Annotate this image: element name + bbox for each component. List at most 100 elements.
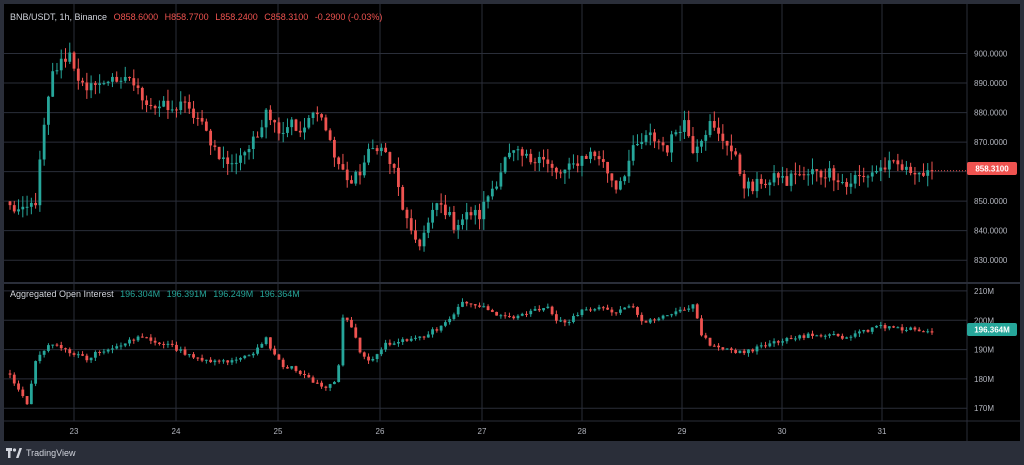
price-candle-body — [798, 174, 802, 176]
price-candle-body — [140, 87, 144, 101]
oi-candle-body — [294, 366, 298, 371]
price-candle-body — [157, 106, 161, 109]
oi-candle-body — [443, 322, 447, 326]
price-candle-body — [559, 172, 563, 174]
price-candle-body — [439, 203, 443, 205]
oi-badge: 196.364M — [967, 323, 1017, 336]
oi-candle-body — [499, 315, 503, 317]
price-candle-body — [887, 160, 891, 170]
date-tick-label: 29 — [678, 427, 687, 436]
oi-candle-body — [106, 349, 110, 352]
price-candle-body — [431, 209, 434, 223]
price-candle-body — [717, 127, 720, 134]
oi-tick-label: 210M — [974, 287, 994, 296]
price-candle-body — [828, 168, 831, 178]
oi-candle-body — [486, 306, 490, 311]
oi-candle-body — [883, 325, 887, 329]
price-candle-body — [529, 153, 533, 163]
oi-candle-body — [482, 306, 486, 308]
price-candle-body — [341, 164, 345, 170]
price-candle-body — [179, 101, 183, 111]
price-candle-body — [712, 121, 716, 128]
change-value: -0.2900 (-0.03%) — [314, 12, 383, 22]
oi-candle-body — [836, 334, 840, 336]
price-candle-body — [627, 160, 631, 177]
price-candle-body — [281, 132, 285, 134]
price-candle-body — [819, 170, 823, 178]
price-legend[interactable]: BNB/USDT, 1h, Binance O858.6000 H858.770… — [10, 12, 386, 22]
chart-svg[interactable]: 900.0000890.0000880.0000870.0000860.0000… — [4, 4, 1020, 441]
price-candle-body — [456, 224, 460, 230]
price-candle-body — [640, 141, 644, 145]
price-candle-body — [405, 209, 409, 219]
oi-candle-body — [849, 336, 853, 338]
price-candle-body — [695, 146, 699, 153]
date-tick-label: 25 — [274, 427, 283, 436]
price-candle-body — [448, 211, 452, 216]
oi-candle-body — [448, 318, 452, 323]
price-candle-body — [294, 119, 298, 131]
price-candle-body — [802, 174, 806, 176]
open-value: O858.6000 — [113, 12, 159, 22]
price-candle-body — [734, 151, 738, 155]
oi-candle-body — [59, 344, 63, 349]
price-candle-body — [473, 209, 477, 216]
price-candle-body — [900, 164, 904, 170]
price-candle-body — [187, 102, 191, 109]
price-tick-label: 850.0000 — [974, 197, 1008, 206]
oi-candle-body — [140, 336, 144, 338]
price-candle-body — [794, 173, 797, 175]
price-candle-body — [665, 145, 669, 153]
price-candle-body — [593, 151, 597, 157]
oi-candle-body — [162, 343, 166, 345]
oi-axis[interactable]: 210M 200M 190M 180M 170M — [974, 287, 994, 413]
price-candle-body — [166, 100, 170, 111]
oi-candle-body — [307, 374, 311, 378]
price-axis[interactable]: 900.0000890.0000880.0000870.0000860.0000… — [974, 50, 1008, 266]
oi-candle-body — [461, 301, 464, 307]
oi-candle-body — [367, 356, 370, 361]
price-candle-body — [866, 176, 870, 178]
price-candle-body — [345, 169, 349, 181]
price-candle-body — [303, 127, 306, 133]
price-candle-body — [576, 163, 580, 166]
oi-legend[interactable]: Aggregated Open Interest 196.304M 196.39… — [10, 289, 304, 299]
time-axis[interactable]: 23 24 25 26 27 28 29 30 31 — [70, 427, 887, 436]
oi-candle-body — [896, 327, 900, 329]
price-candle-body — [495, 186, 499, 189]
oi-badge-text: 196.364M — [974, 326, 1010, 335]
date-tick-label: 30 — [778, 427, 787, 436]
oi-candle-body — [917, 329, 921, 332]
oi-title[interactable]: Aggregated Open Interest — [10, 289, 114, 299]
price-candle-body — [461, 219, 464, 225]
oi-candle-body — [175, 344, 178, 351]
price-candle-body — [311, 112, 315, 119]
oi-candles — [8, 298, 934, 405]
oi-candle-body — [490, 310, 494, 312]
oi-candle-body — [281, 359, 285, 368]
oi-candle-body — [273, 348, 277, 355]
oi-candle-body — [405, 339, 409, 341]
oi-candle-body — [627, 306, 631, 308]
tradingview-footer[interactable]: TradingView — [6, 445, 76, 461]
price-candle-body — [123, 76, 127, 81]
date-tick-label: 27 — [478, 427, 487, 436]
oi-candle-body — [764, 345, 767, 347]
price-candle-body — [354, 171, 358, 184]
oi-candle-body — [119, 345, 123, 347]
chart-area[interactable]: 900.0000890.0000880.0000870.0000860.0000… — [4, 4, 1020, 441]
oi-candle-body — [337, 365, 341, 382]
oi-value-3: 196.249M — [213, 289, 254, 299]
oi-candle-body — [742, 350, 746, 354]
price-candle-body — [102, 83, 106, 85]
price-candle-body — [307, 118, 311, 128]
price-candle-body — [670, 134, 674, 153]
oi-candle-body — [840, 335, 844, 339]
symbol-label[interactable]: BNB/USDT, 1h, Binance — [10, 12, 108, 22]
price-candle-body — [811, 169, 814, 175]
price-candle-body — [636, 144, 639, 146]
oi-candle-body — [853, 333, 857, 337]
price-candle-body — [226, 157, 230, 165]
oi-candle-body — [755, 346, 759, 352]
